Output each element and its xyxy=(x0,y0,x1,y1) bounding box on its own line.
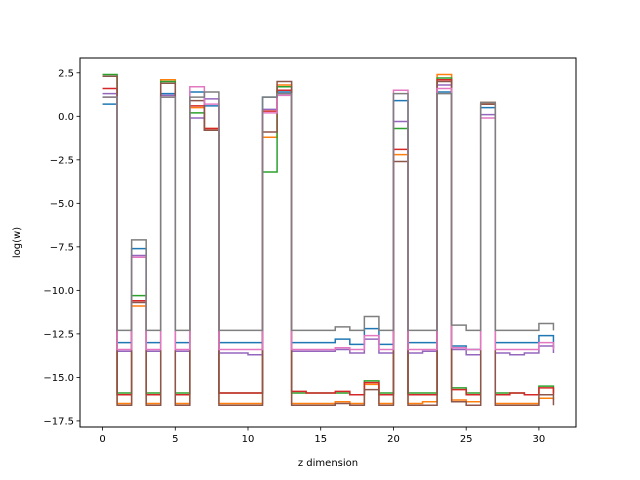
x-axis-label: z dimension xyxy=(298,458,358,469)
x-tick-label: 20 xyxy=(387,434,400,445)
y-tick-label: −17.5 xyxy=(43,416,74,427)
x-axis-ticks: 0 5 10 15 20 25 30 xyxy=(99,427,545,445)
y-tick-label: −12.5 xyxy=(43,329,74,340)
y-tick-label: −5.0 xyxy=(50,199,74,210)
y-tick-label: −7.5 xyxy=(50,242,74,253)
series-layer xyxy=(102,73,555,406)
x-tick-label: 25 xyxy=(460,434,473,445)
x-tick-label: 0 xyxy=(99,434,105,445)
y-tick-label: −10.0 xyxy=(43,286,74,297)
x-tick-label: 5 xyxy=(172,434,178,445)
y-tick-label: 2.5 xyxy=(58,68,74,79)
y-tick-label: −15.0 xyxy=(43,373,74,384)
y-tick-label: 0.0 xyxy=(58,112,74,123)
x-tick-label: 10 xyxy=(242,434,255,445)
y-axis-label: log(w) xyxy=(12,227,23,258)
x-tick-label: 15 xyxy=(314,434,327,445)
axes-frame xyxy=(79,57,577,428)
axes-background xyxy=(80,58,576,427)
y-axis-ticks: 2.5 0.0 −2.5 −5.0 −7.5 −10.0 −12.5 −15.0 −17.5 xyxy=(43,68,80,427)
y-tick-label: −2.5 xyxy=(50,155,74,166)
series-line-8 xyxy=(102,91,555,332)
x-tick-label: 30 xyxy=(533,434,546,445)
plot-area: 0 5 10 15 20 25 30 2.5 0.0 −2.5 −5.0 −7.5 −10.0 −12.… xyxy=(43,57,577,445)
